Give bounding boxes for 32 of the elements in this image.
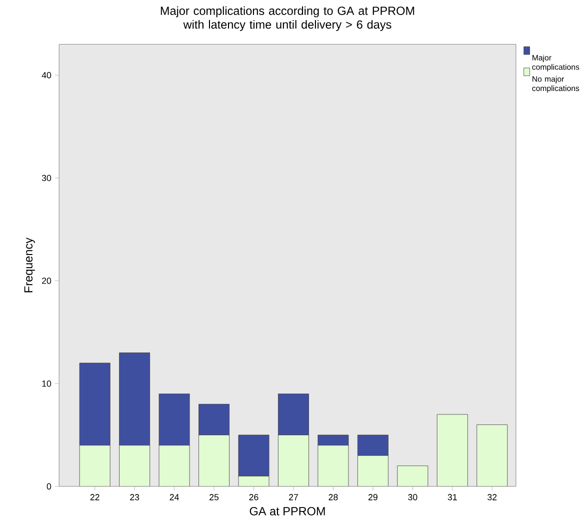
bar bbox=[476, 424, 508, 487]
x-tick-label: 22 bbox=[90, 494, 100, 500]
x-tick-label: 23 bbox=[130, 494, 140, 500]
bar bbox=[397, 466, 428, 487]
x-tick-label: 26 bbox=[249, 494, 258, 500]
x-tick-label: 27 bbox=[289, 494, 298, 500]
bar bbox=[198, 435, 230, 487]
bar bbox=[119, 445, 150, 487]
x-axis-title: GA at PPROM bbox=[250, 507, 325, 516]
bar bbox=[278, 435, 309, 487]
bar bbox=[318, 445, 348, 487]
x-tick-label: 29 bbox=[368, 494, 378, 500]
bar bbox=[437, 414, 468, 487]
y-tick-label: 20 bbox=[42, 278, 52, 284]
bar bbox=[318, 434, 349, 446]
bar bbox=[159, 445, 190, 487]
x-tick-label: 25 bbox=[210, 494, 219, 500]
y-tick-label: 10 bbox=[42, 380, 52, 387]
x-tick-label: 24 bbox=[170, 494, 179, 500]
y-tick-label: 30 bbox=[42, 174, 52, 182]
x-tick-label: 31 bbox=[448, 494, 457, 500]
bar bbox=[358, 456, 388, 487]
bar bbox=[238, 434, 270, 476]
bar bbox=[80, 445, 110, 487]
chart-title: Major complications according to GA at PPROM with latency time until delivery > 6 days bbox=[160, 6, 414, 32]
x-tick-label: 28 bbox=[328, 494, 338, 500]
y-tick-label: 0 bbox=[46, 483, 52, 490]
y-axis-title: Frequency bbox=[24, 238, 35, 292]
x-tick-label: 30 bbox=[408, 494, 418, 500]
x-tick-label: 32 bbox=[488, 494, 497, 500]
bar bbox=[357, 434, 388, 456]
y-tick-label: 40 bbox=[42, 72, 52, 78]
